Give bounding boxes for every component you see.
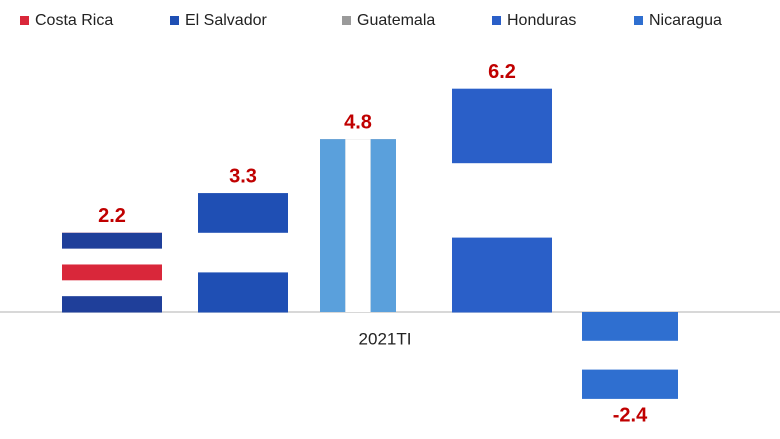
value-label: 6.2 <box>488 61 516 83</box>
flag-stripe <box>198 193 288 234</box>
legend-label: El Salvador <box>185 12 267 29</box>
flag-stripe <box>452 237 552 313</box>
flag-stripe <box>452 163 552 239</box>
flag-stripe <box>62 248 162 265</box>
legend-marker <box>492 16 501 25</box>
legend-label: Honduras <box>507 12 576 29</box>
flag-stripe <box>62 280 162 297</box>
flag-stripe <box>62 296 162 313</box>
x-tick-label: 2021TI <box>359 329 412 348</box>
flag-stripe <box>452 88 552 164</box>
legend-marker <box>342 16 351 25</box>
value-label: 3.3 <box>229 165 257 187</box>
value-label: 4.8 <box>344 111 372 133</box>
legend-marker <box>634 16 643 25</box>
legend-label: Nicaragua <box>649 12 722 29</box>
legend-label: Costa Rica <box>35 12 113 29</box>
flag-stripe <box>582 340 678 371</box>
legend-marker <box>170 16 179 25</box>
flag-stripe <box>370 139 396 312</box>
value-label: -2.4 <box>613 405 648 427</box>
flag-stripe <box>62 232 162 250</box>
flag-stripe <box>345 139 371 312</box>
value-label: 2.2 <box>98 205 126 227</box>
flag-stripe <box>198 232 288 273</box>
flag-stripe <box>62 264 162 281</box>
flag-stripe <box>582 369 678 399</box>
legend-label: Guatemala <box>357 12 435 29</box>
flag-stripe <box>320 139 346 312</box>
flag-stripe <box>582 312 678 342</box>
flag-stripe <box>198 272 288 313</box>
legend-marker <box>20 16 29 25</box>
